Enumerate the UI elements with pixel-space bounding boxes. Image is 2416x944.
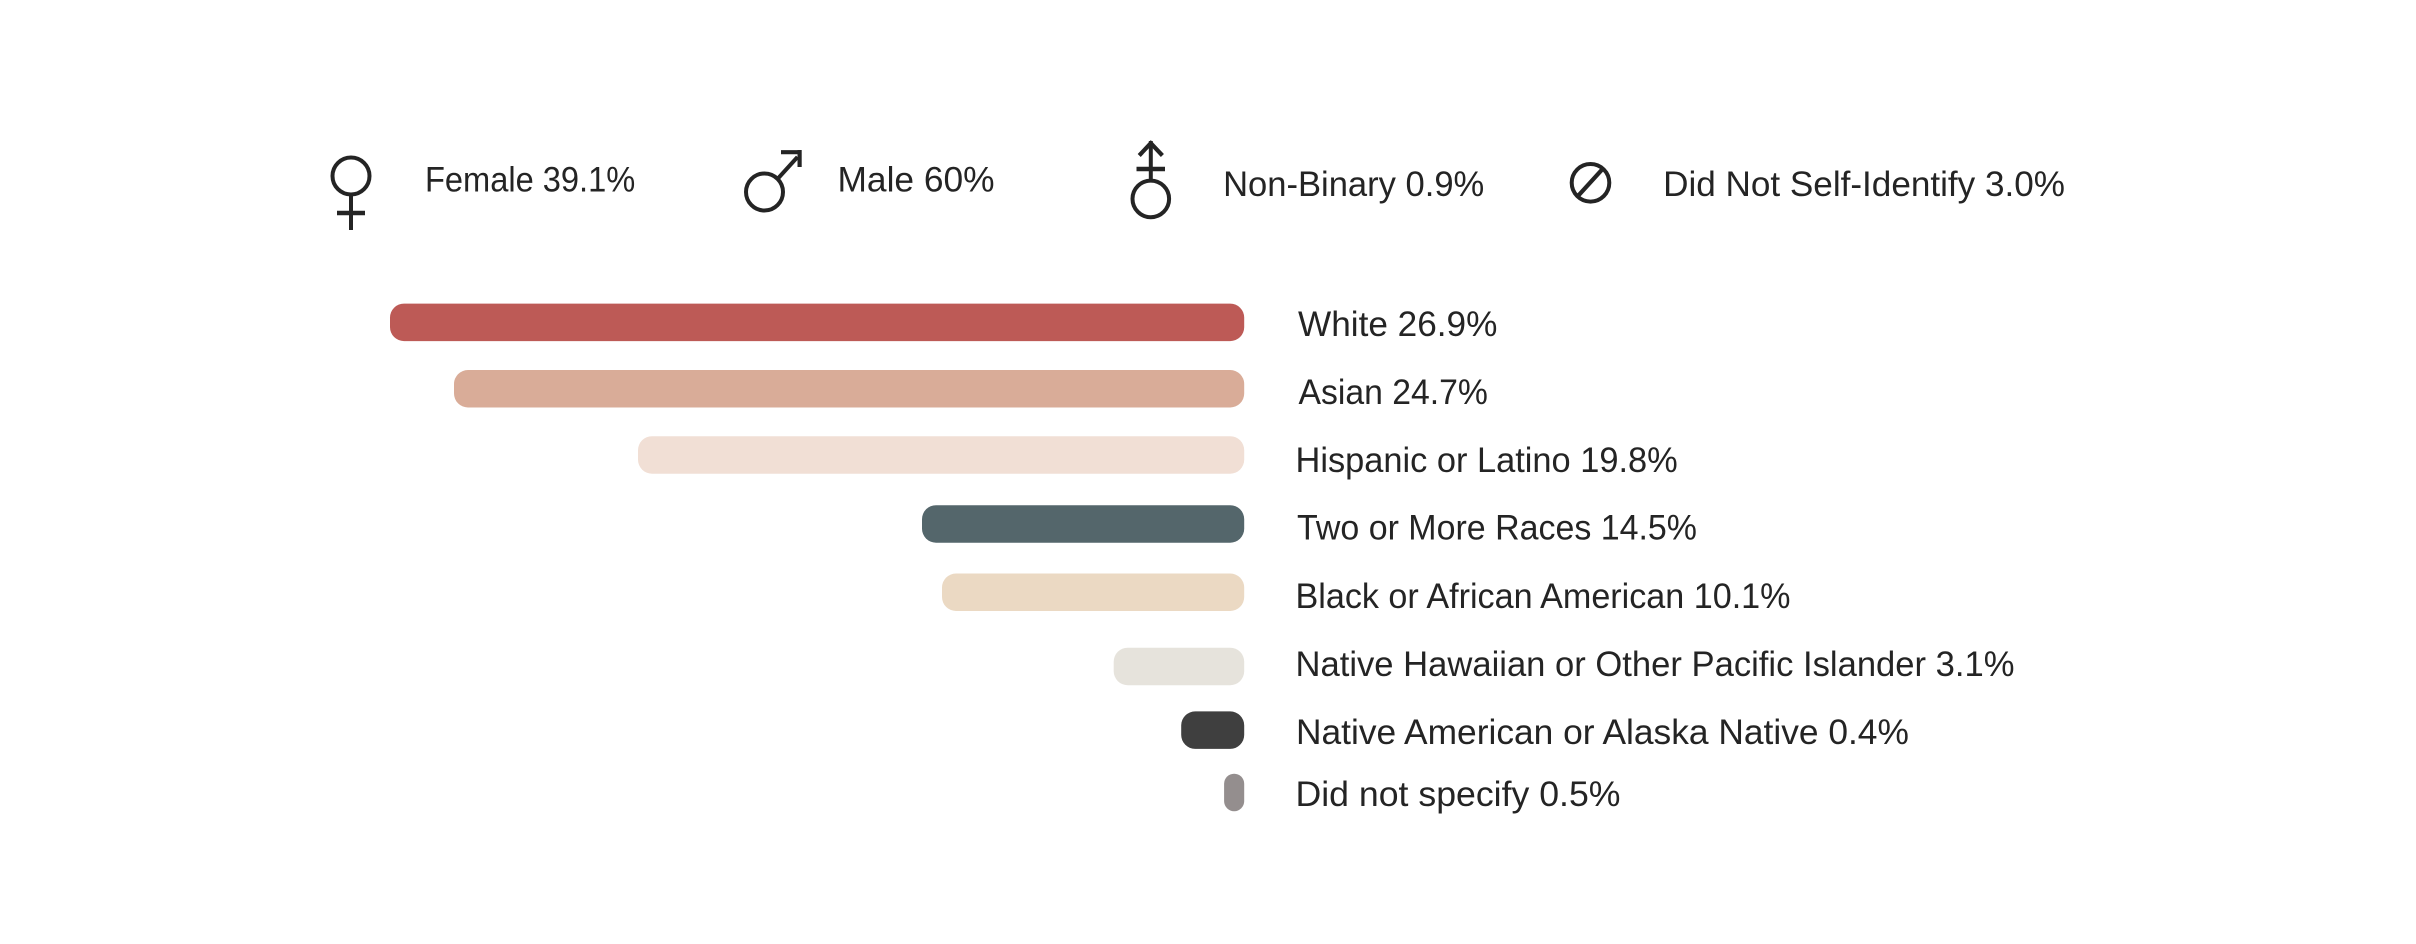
svg-text:Did Not Self-Identify 3.0%: Did Not Self-Identify 3.0% xyxy=(1663,165,2065,204)
svg-text:White 26.9%: White 26.9% xyxy=(1298,305,1497,344)
svg-text:Hispanic or Latino 19.8%: Hispanic or Latino 19.8% xyxy=(1296,441,1678,480)
svg-text:Native Hawaiian or Other Pacif: Native Hawaiian or Other Pacific Islande… xyxy=(1296,645,2015,684)
svg-text:Male 60%: Male 60% xyxy=(838,161,995,200)
svg-text:Black or African American 10.1: Black or African American 10.1% xyxy=(1296,577,1791,616)
svg-text:Non-Binary 0.9%: Non-Binary 0.9% xyxy=(1223,165,1484,204)
svg-text:Native American or Alaska Nati: Native American or Alaska Native 0.4% xyxy=(1296,713,1909,752)
svg-text:Two or More Races 14.5%: Two or More Races 14.5% xyxy=(1297,509,1697,548)
svg-text:Female 39.1%: Female 39.1% xyxy=(425,161,635,200)
svg-text:Asian 24.7%: Asian 24.7% xyxy=(1299,373,1488,412)
svg-text:Did not specify 0.5%: Did not specify 0.5% xyxy=(1296,775,1621,814)
